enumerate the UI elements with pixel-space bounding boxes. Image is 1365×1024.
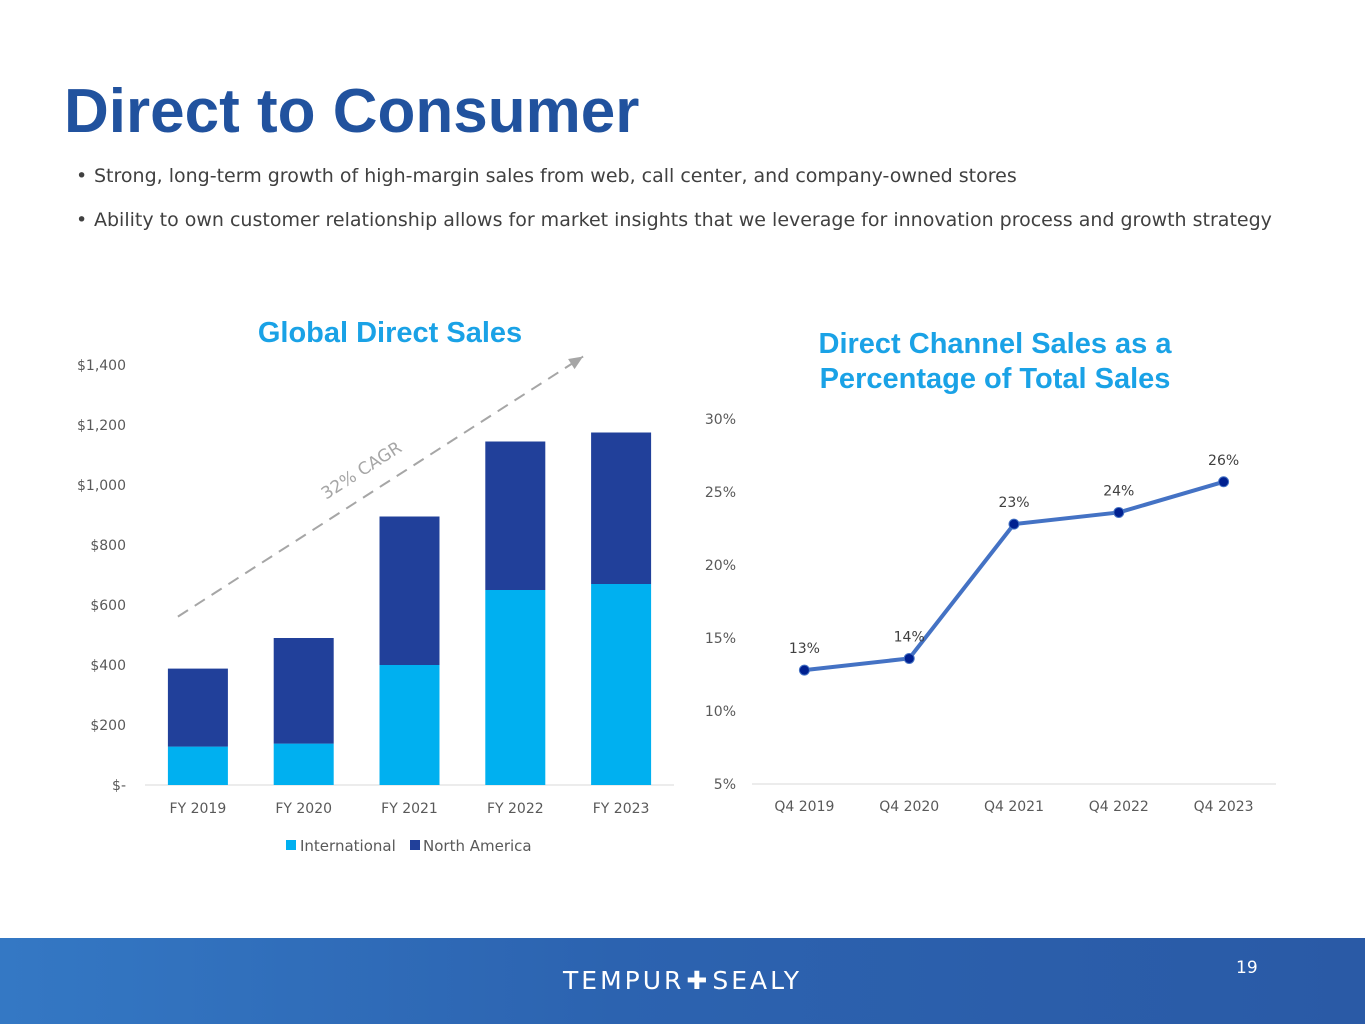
y-tick-label: 10%: [705, 704, 736, 720]
data-label: 24%: [1103, 483, 1134, 499]
y-tick-label: 15%: [705, 631, 736, 647]
bar-international: [273, 743, 334, 785]
legend-label: International: [300, 837, 396, 855]
bar-north-america: [379, 516, 440, 665]
bar-international: [485, 590, 546, 785]
bullet-text: Strong, long-term growth of high-margin …: [94, 165, 1017, 187]
x-tick-label: Q4 2021: [984, 799, 1044, 815]
bullet-text: Ability to own customer relationship all…: [94, 209, 1272, 231]
bar-north-america: [167, 668, 228, 747]
y-tick-label: $-: [112, 778, 126, 794]
bar-international: [591, 584, 652, 785]
bullet-dot: •: [76, 165, 88, 187]
bar-north-america: [485, 441, 546, 590]
page-number: 19: [1236, 958, 1258, 978]
y-tick-label: $600: [90, 598, 126, 614]
data-point: [903, 652, 915, 664]
y-tick-label: $1,000: [77, 478, 126, 494]
x-tick-label: FY 2023: [593, 801, 650, 817]
x-tick-label: FY 2019: [170, 801, 227, 817]
y-tick-label: $1,400: [77, 358, 126, 374]
bullet-item: • Strong, long-term growth of high-margin…: [76, 160, 1272, 204]
cagr-arrow-line: [177, 355, 584, 618]
cagr-arrow-head-icon: [568, 356, 584, 370]
line-chart-title: Direct Channel Sales as a Percentage of …: [775, 327, 1215, 397]
x-tick-label: Q4 2019: [774, 799, 834, 815]
legend-label: North America: [423, 837, 532, 855]
data-label: 14%: [894, 629, 925, 645]
data-label: 13%: [789, 641, 820, 657]
logo-text-tempur: TEMPUR: [563, 966, 685, 995]
x-tick-label: FY 2020: [275, 801, 332, 817]
bar-north-america: [273, 638, 334, 744]
y-tick-label: 20%: [705, 558, 736, 574]
legend-swatch: [286, 840, 296, 850]
y-tick-label: 25%: [705, 485, 736, 501]
y-tick-label: $1,200: [77, 418, 126, 434]
y-tick-label: $400: [90, 658, 126, 674]
data-point: [1113, 506, 1125, 518]
x-tick-label: Q4 2022: [1089, 799, 1149, 815]
bar-international: [167, 746, 228, 785]
x-tick-label: FY 2022: [487, 801, 544, 817]
data-label: 26%: [1208, 453, 1239, 469]
legend-swatch: [410, 840, 420, 850]
y-tick-label: 5%: [714, 777, 736, 793]
bullet-list: • Strong, long-term growth of high-margin…: [76, 160, 1272, 248]
x-tick-label: Q4 2023: [1194, 799, 1254, 815]
bullet-dot: •: [76, 209, 88, 231]
slide-title: Direct to Consumer: [64, 77, 640, 146]
data-label: 23%: [998, 495, 1029, 511]
tempur-sealy-logo: TEMPUR✚SEALY: [0, 966, 1365, 995]
data-point: [1008, 518, 1020, 530]
footer-band: [0, 938, 1365, 1024]
x-tick-label: FY 2021: [381, 801, 438, 817]
y-tick-label: $200: [90, 718, 126, 734]
bullet-item: • Ability to own customer relationship al…: [76, 204, 1272, 248]
x-tick-label: Q4 2020: [879, 799, 939, 815]
data-point: [798, 664, 810, 676]
logo-plus-icon: ✚: [686, 966, 711, 995]
bar-chart-title: Global Direct Sales: [257, 317, 523, 349]
bar-international: [379, 665, 440, 785]
line-chart-title-line: Direct Channel Sales as a: [818, 328, 1172, 360]
data-point: [1218, 476, 1230, 488]
logo-text-sealy: SEALY: [712, 966, 802, 995]
y-tick-label: $800: [90, 538, 126, 554]
bar-north-america: [591, 432, 652, 584]
y-tick-label: 30%: [705, 412, 736, 428]
line-chart-title-line: Percentage of Total Sales: [819, 363, 1171, 395]
